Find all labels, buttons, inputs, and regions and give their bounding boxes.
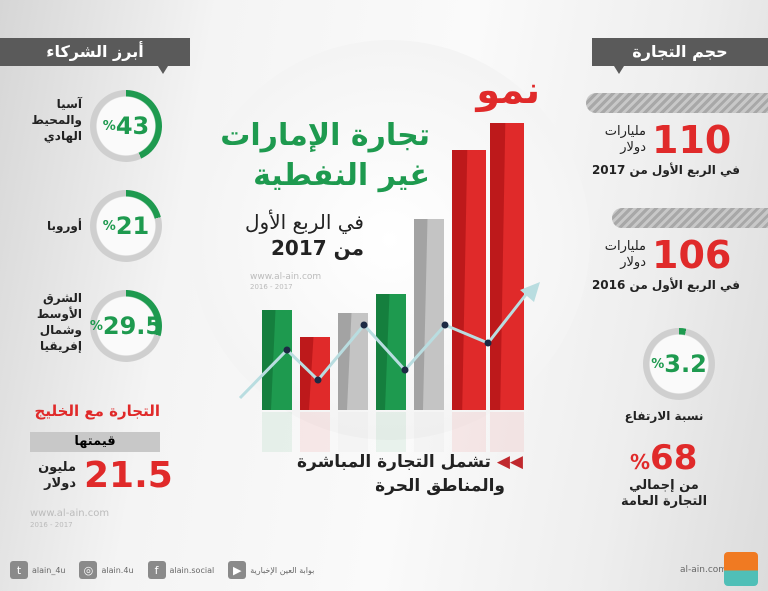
site-link[interactable]: al-ain.com <box>680 565 728 575</box>
volume-header: حجم التجارة <box>592 38 768 74</box>
title-line4: في الربع الأول <box>245 210 364 234</box>
bar-shade <box>490 123 506 410</box>
bar-shade <box>300 337 314 410</box>
bar-reflection <box>414 412 444 452</box>
volume-2017-value: 110 <box>652 118 732 162</box>
bar-reflection <box>262 412 292 452</box>
bar-shade <box>452 150 468 410</box>
gulf-value-label: قيمتها <box>30 432 160 452</box>
note-line2: والمناطق الحرة <box>375 476 505 496</box>
partner-label: أوروبا <box>47 219 82 233</box>
youtube-link[interactable]: بوابة العين الإخبارية <box>250 565 315 575</box>
growth-ring: % 3.2 <box>643 328 715 400</box>
volume-2016-unit: مليارات دولار <box>604 239 646 270</box>
title-line3: غير النفطية <box>253 158 430 193</box>
gulf-title: التجارة مع الخليج <box>34 402 160 420</box>
trend-point <box>314 376 322 384</box>
gulf-unit1: مليون <box>38 460 76 475</box>
twitter-link[interactable]: alain_4u <box>32 565 66 575</box>
bar-reflection <box>490 412 524 452</box>
title-grow: نمو <box>476 68 540 112</box>
partner-ring: % 43 <box>90 90 162 162</box>
partner-label: آسيا والمحيط الهادي <box>31 97 82 143</box>
gulf-unit2: دولار <box>44 476 76 491</box>
trend-line <box>238 291 530 400</box>
partner-ring: % 29.5 <box>90 290 162 362</box>
partner-ring: % 21 <box>90 190 162 262</box>
volume-2017-unit: مليارات دولار <box>604 124 646 155</box>
instagram-link[interactable]: alain.4u <box>101 565 134 575</box>
bar-reflection <box>338 412 368 452</box>
growth-label: نسبة الارتفاع <box>624 409 704 423</box>
partner-label: الشرق الأوسط وشمال إفريقيا <box>36 291 82 353</box>
bar-shade <box>262 310 276 410</box>
trend-point <box>441 321 449 329</box>
bar-reflection <box>376 412 406 452</box>
facebook-icon[interactable]: f <box>147 561 166 579</box>
trend-arrow-icon <box>520 282 540 302</box>
twitter-icon[interactable]: t <box>10 561 28 579</box>
instagram-icon[interactable]: ◎ <box>79 561 98 579</box>
bar-reflection <box>452 412 486 452</box>
note: ◀◀ تشمل التجارة المباشرة والمناطق الحرة <box>238 450 523 498</box>
trend-point <box>484 339 492 347</box>
trend-point <box>360 321 368 329</box>
watermark-center: www.al-ain.com 2016 - 2017 <box>250 272 322 291</box>
trend-point <box>283 346 291 354</box>
share-value: %68 <box>630 438 698 478</box>
title-line2: تجارة الإمارات <box>220 118 430 153</box>
al-ain-logo <box>724 552 758 586</box>
bar-shade <box>338 313 352 410</box>
bar-reflection <box>300 412 330 452</box>
title-line5: من 2017 <box>270 236 364 260</box>
volume-2016-value: 106 <box>652 233 732 277</box>
gulf-value-number: 21.5 <box>84 455 173 496</box>
share-label: من إجمالي التجارة العامة <box>620 478 708 509</box>
gulf-value: 21.5 <box>84 455 173 496</box>
gulf-unit: مليون دولار <box>28 460 76 492</box>
youtube-icon[interactable]: ▶ <box>228 561 247 579</box>
stripe-2017 <box>586 93 768 113</box>
facebook-link[interactable]: alain.social <box>169 565 215 575</box>
watermark-left: www.al-ain.com 2016 - 2017 <box>30 508 110 529</box>
volume-2017-caption: في الربع الأول من 2017 <box>591 163 740 177</box>
stripe-2016 <box>612 208 768 228</box>
bar-shade <box>414 219 428 410</box>
note-line1: ◀◀ تشمل التجارة المباشرة <box>296 452 523 472</box>
trend-point <box>401 366 409 374</box>
volume-2016-caption: في الربع الأول من 2016 <box>591 278 740 292</box>
social-links: t alain_4u ◎ alain.4u f alain.social ▶ بوابة… <box>10 556 314 584</box>
bar-shade <box>376 294 390 410</box>
partners-header: أبرز الشركاء <box>0 38 190 74</box>
